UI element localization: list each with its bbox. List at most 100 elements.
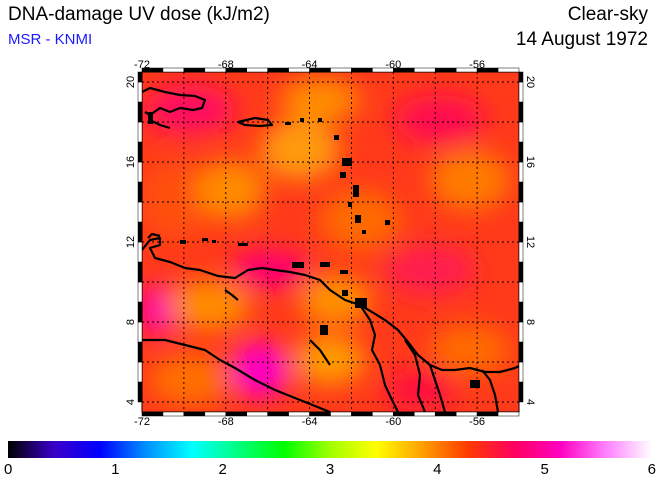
coast-detail (147, 232, 161, 239)
scale-segment-bottom (330, 411, 352, 417)
frame-scale (137, 67, 524, 417)
uv-patch (150, 355, 230, 405)
scale-segment-right (518, 321, 524, 343)
colorbar-tick-label: 4 (433, 461, 441, 478)
coast-detail (309, 339, 331, 366)
uv-patch (260, 120, 340, 180)
scale-segment-right (518, 121, 524, 143)
scale-segment-right (518, 101, 524, 123)
border-line (428, 364, 447, 412)
border-line (359, 304, 399, 412)
scale-segment-left (137, 301, 143, 323)
scale-segment-bottom (351, 411, 373, 417)
scale-segment-left (137, 161, 143, 183)
scale-segment-right (518, 241, 524, 263)
lon-tick-label-bottom: -68 (218, 416, 234, 428)
scale-segment-top (162, 67, 185, 73)
date-label: 14 August 1972 (515, 29, 648, 50)
puerto-rico-coast (236, 116, 274, 128)
scale-segment-bottom (414, 411, 436, 417)
lat-tick-label-right: 8 (524, 319, 536, 325)
scale-segment-left (137, 361, 143, 383)
lon-tick-label-top: -56 (469, 59, 485, 71)
colorbar-tick-label: 1 (111, 461, 119, 478)
scale-segment-left (137, 181, 143, 203)
colorbar-tick-label: 0 (4, 461, 12, 478)
tick-labels: -72 -72 -68 -68 -64 -64 -60 -60 -56 -56 20 20 16 16 12… (125, 59, 536, 428)
border-line (404, 339, 427, 412)
graticule (142, 72, 519, 412)
scale-segment-left (137, 261, 143, 283)
scale-segment-right (518, 161, 524, 183)
scale-segment-top (434, 67, 457, 73)
scale-segment-left (137, 141, 143, 163)
colorbar-tick-label: 3 (326, 461, 334, 478)
lat-tick-label-left: 16 (125, 156, 137, 168)
scale-segment-left (137, 81, 143, 103)
scale-segment-right (518, 261, 524, 283)
scale-segment-right (518, 141, 524, 163)
south-america-coast (142, 236, 519, 374)
lon-tick-label-top: -64 (302, 59, 318, 71)
hispaniola-coast (142, 86, 207, 117)
colorbar-tick-label: 2 (218, 461, 226, 478)
coastlines (142, 86, 519, 412)
uv-patch (195, 160, 265, 220)
scale-segment-bottom (497, 411, 520, 417)
scale-segment-left (137, 201, 143, 223)
uv-patch (385, 370, 455, 410)
source-label: MSR - KNMI (8, 31, 93, 48)
uv-field (142, 72, 519, 412)
scale-segment-right (518, 361, 524, 383)
scale-segment-top (497, 67, 520, 73)
scale-segment-left (137, 341, 143, 363)
scale-segment-left (137, 381, 143, 403)
lat-tick-label-right: 16 (524, 156, 536, 168)
scale-segment-bottom (183, 411, 206, 417)
scale-segment-bottom (246, 411, 268, 417)
uv-patch (295, 335, 365, 385)
scale-segment-top (246, 67, 268, 73)
lon-tick-label-top: -60 (385, 59, 401, 71)
river-border (142, 338, 331, 412)
scale-segment-right (518, 301, 524, 323)
lon-tick-label-bottom: -64 (302, 416, 318, 428)
scale-segment-left (137, 121, 143, 143)
uv-patch (280, 78, 360, 122)
lat-tick-label-right: 20 (524, 76, 536, 88)
colorbar (8, 441, 652, 458)
scale-segment-top (183, 67, 206, 73)
scale-segment-left (137, 221, 143, 243)
uv-patch (142, 160, 210, 240)
uv-patch (300, 275, 370, 325)
lat-tick-label-left: 4 (125, 399, 137, 405)
colorbar-tick-label: 5 (540, 461, 548, 478)
uv-patch (230, 342, 290, 398)
scale-segment-bottom (267, 411, 289, 417)
uv-patch (430, 150, 510, 210)
scale-segment-right (518, 221, 524, 243)
map-title: DNA-damage UV dose (kJ/m2) (8, 4, 270, 25)
lon-tick-label-top: -72 (134, 59, 150, 71)
colorbar-tick-label: 6 (648, 461, 656, 478)
scale-segment-left (137, 321, 143, 343)
scale-segment-right (518, 181, 524, 203)
scale-segment-bottom (162, 411, 185, 417)
lat-tick-label-left: 8 (125, 319, 137, 325)
scale-segment-left (137, 71, 143, 83)
scale-segment-right (518, 281, 524, 303)
lon-tick-label-bottom: -56 (469, 416, 485, 428)
lat-tick-label-right: 4 (524, 399, 536, 405)
lon-tick-label-bottom: -72 (134, 416, 150, 428)
scale-segment-right (518, 81, 524, 103)
uv-patch (430, 325, 510, 375)
sky-condition-label: Clear-sky (567, 4, 648, 25)
scale-segment-right (518, 71, 524, 83)
scale-segment-left (137, 281, 143, 303)
scale-segment-bottom (434, 411, 457, 417)
scale-segment-right (518, 341, 524, 363)
scale-segment-right (518, 201, 524, 223)
scale-segment-top (330, 67, 352, 73)
lat-tick-label-right: 12 (524, 236, 536, 248)
